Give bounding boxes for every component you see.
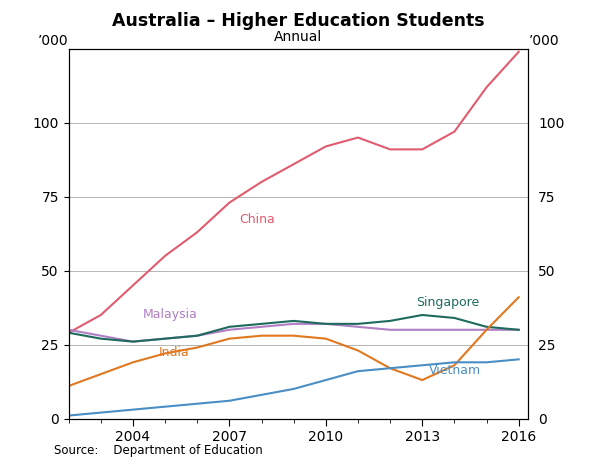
Text: Malaysia: Malaysia [143,308,198,321]
Text: China: China [239,213,275,226]
Text: Australia – Higher Education Students: Australia – Higher Education Students [112,12,485,30]
Text: Singapore: Singapore [416,296,479,309]
Text: Annual: Annual [275,30,322,44]
Text: ’000: ’000 [38,34,68,48]
Text: Vietnam: Vietnam [429,364,481,377]
Text: India: India [159,346,189,359]
Text: ’000: ’000 [529,34,559,48]
Text: Source:    Department of Education: Source: Department of Education [54,444,263,457]
